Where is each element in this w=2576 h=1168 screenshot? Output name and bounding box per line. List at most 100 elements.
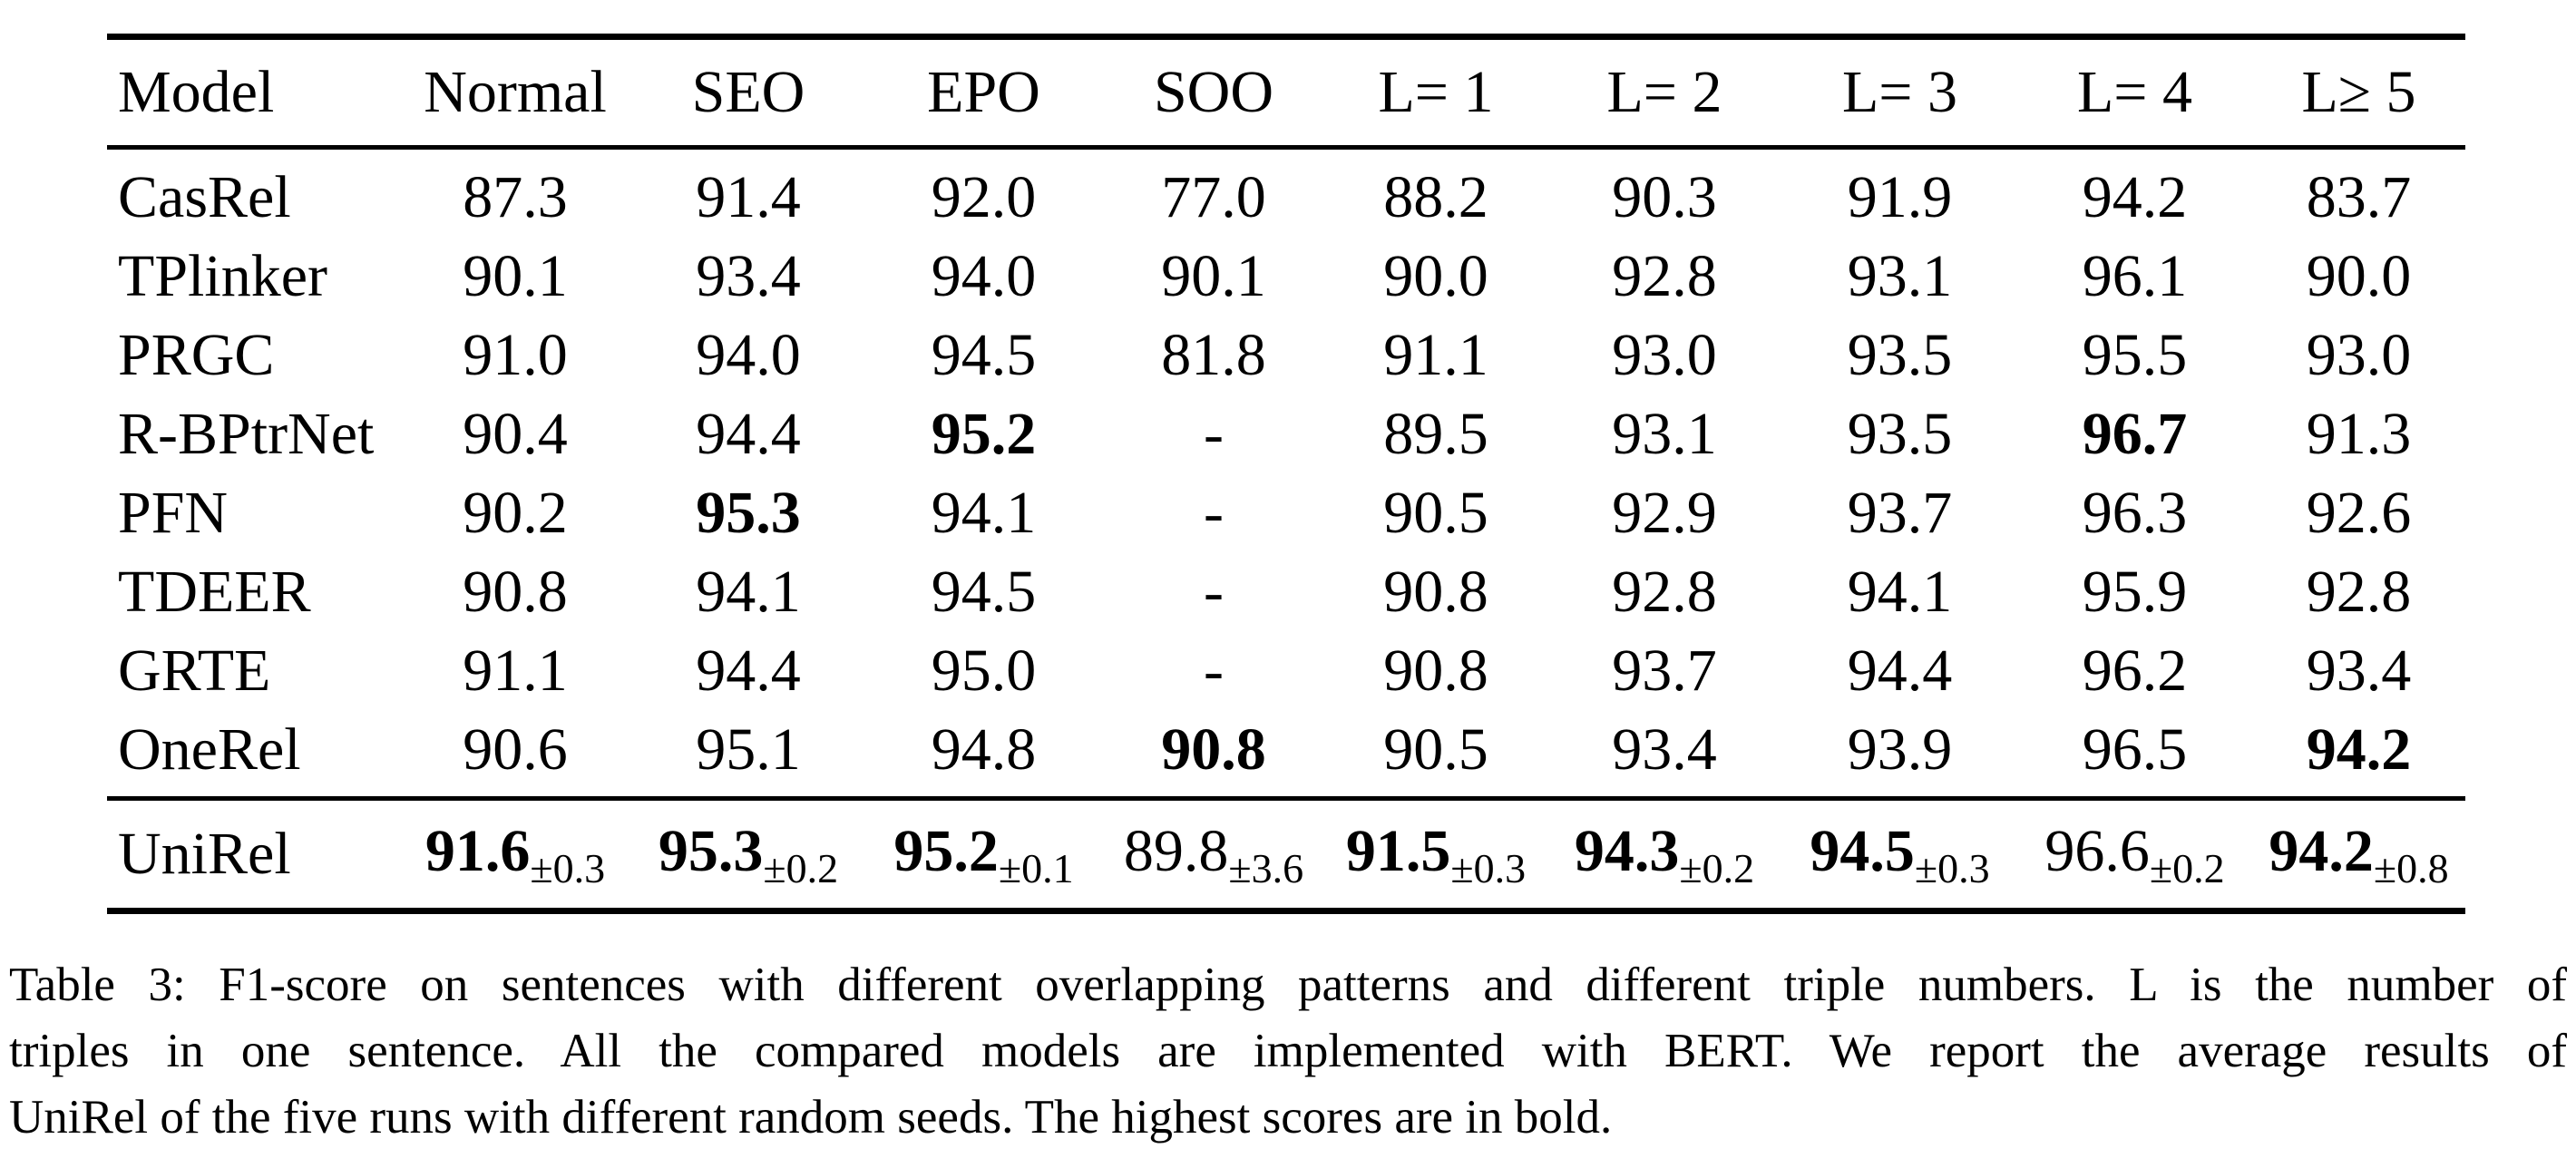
header-row: Model Normal SEO EPO SOO L= 1 L= 2 L= 3 … — [107, 34, 2465, 150]
column-header-l5: L≥ 5 — [2252, 34, 2465, 150]
table-row: GRTE 91.1 94.4 95.0 - 90.8 93.7 94.4 96.2 93.4 — [107, 631, 2465, 710]
score-cell: 94.4 — [696, 400, 801, 467]
score-cell: 93.4 — [696, 242, 801, 309]
score-cell: 90.0 — [2306, 242, 2412, 309]
score-cell: 90.0 — [1383, 242, 1488, 309]
results-table: Model Normal SEO EPO SOO L= 1 L= 2 L= 3 … — [107, 34, 2465, 914]
score-cell: 89.8±3.6 — [1102, 796, 1325, 914]
score-cell: 95.0 — [931, 637, 1037, 704]
score-cell: 94.8 — [931, 715, 1037, 783]
score-stddev: ±0.2 — [763, 844, 839, 891]
score-stddev: ±0.1 — [998, 844, 1074, 891]
score-cell: 95.2 — [931, 400, 1037, 467]
model-name: TPlinker — [118, 242, 327, 309]
table-row: CasRel 87.3 91.4 92.0 77.0 88.2 90.3 91.9 94.2 83… — [107, 148, 2465, 238]
column-header-l4: L= 4 — [2017, 34, 2252, 150]
score-stddev: ±0.2 — [2149, 844, 2225, 891]
score-cell: 94.2±0.8 — [2252, 796, 2465, 914]
score-cell: 83.7 — [2306, 163, 2412, 230]
score-cell: 94.5 — [931, 558, 1037, 625]
score-cell: 91.6±0.3 — [399, 796, 631, 914]
score-cell: 95.1 — [696, 715, 801, 783]
score-stddev: ±0.8 — [2373, 844, 2449, 891]
score-cell: 93.0 — [1612, 321, 1717, 388]
score-cell: 93.5 — [1847, 400, 1953, 467]
score-value: 95.3 — [658, 817, 764, 884]
score-cell: 94.1 — [696, 558, 801, 625]
table-row: TPlinker 90.1 93.4 94.0 90.1 90.0 92.8 93.1 96.1… — [107, 237, 2465, 316]
score-stddev: ±0.2 — [1679, 844, 1755, 891]
score-cell: 96.6±0.2 — [2017, 796, 2252, 914]
score-cell: 90.5 — [1383, 479, 1488, 546]
score-cell: 95.9 — [2082, 558, 2188, 625]
score-cell: 94.2 — [2082, 163, 2188, 230]
score-cell: 96.2 — [2082, 637, 2188, 704]
score-value: 94.2 — [2269, 817, 2374, 884]
score-cell: 90.6 — [463, 715, 568, 783]
score-cell: 88.2 — [1383, 163, 1488, 230]
table-row: OneRel 90.6 95.1 94.8 90.8 90.5 93.4 93.9 96.5 94… — [107, 710, 2465, 799]
column-header-soo: SOO — [1102, 34, 1325, 150]
score-cell: 91.1 — [1383, 321, 1488, 388]
score-cell: 93.7 — [1847, 479, 1953, 546]
score-cell: 77.0 — [1161, 163, 1266, 230]
score-cell: 94.5 — [931, 321, 1037, 388]
score-cell: 96.1 — [2082, 242, 2188, 309]
unirel-row: UniRel 91.6±0.3 95.3±0.2 95.2±0.1 89.8±3.6 91… — [107, 796, 2465, 914]
score-cell: 93.1 — [1847, 242, 1953, 309]
score-stddev: ±0.3 — [1450, 844, 1527, 891]
score-cell: 91.3 — [2306, 400, 2412, 467]
score-cell: 94.1 — [931, 479, 1037, 546]
score-cell: 95.3±0.2 — [631, 796, 865, 914]
score-cell: 92.0 — [931, 163, 1037, 230]
score-cell: 93.1 — [1612, 400, 1717, 467]
score-cell: 93.9 — [1847, 715, 1953, 783]
score-cell: - — [1204, 479, 1224, 546]
model-name: UniRel — [107, 796, 399, 914]
model-name: PFN — [118, 479, 229, 546]
score-cell: 93.0 — [2306, 321, 2412, 388]
score-value: 91.6 — [424, 817, 531, 884]
score-cell: 94.4 — [1847, 637, 1953, 704]
score-cell: 90.1 — [1161, 242, 1266, 309]
score-cell: 90.8 — [1161, 715, 1266, 783]
table-row: PRGC 91.0 94.0 94.5 81.8 91.1 93.0 93.5 95.5 93.0 — [107, 316, 2465, 394]
score-cell: 90.4 — [463, 400, 568, 467]
score-stddev: ±3.6 — [1228, 844, 1304, 891]
score-value: 89.8 — [1123, 817, 1229, 884]
score-cell: 96.5 — [2082, 715, 2188, 783]
column-header-model: Model — [107, 34, 399, 150]
score-cell: 94.5±0.3 — [1782, 796, 2017, 914]
score-cell: 90.5 — [1383, 715, 1488, 783]
score-cell: 94.1 — [1847, 558, 1953, 625]
score-value: 91.5 — [1345, 817, 1451, 884]
model-name: PRGC — [118, 321, 275, 388]
score-cell: 95.5 — [2082, 321, 2188, 388]
score-cell: 96.7 — [2082, 400, 2188, 467]
score-value: 94.3 — [1574, 817, 1680, 884]
score-cell: 95.3 — [696, 479, 801, 546]
score-value: 95.2 — [893, 817, 999, 884]
model-name: GRTE — [118, 637, 271, 704]
score-cell: 92.9 — [1612, 479, 1717, 546]
score-cell: 92.6 — [2306, 479, 2412, 546]
score-cell: 90.1 — [463, 242, 568, 309]
score-cell: 91.1 — [463, 637, 568, 704]
score-cell: - — [1204, 637, 1224, 704]
table-row: TDEER 90.8 94.1 94.5 - 90.8 92.8 94.1 95.9 92.8 — [107, 552, 2465, 631]
score-cell: 92.8 — [1612, 242, 1717, 309]
score-cell: 96.3 — [2082, 479, 2188, 546]
table-caption: Table 3: F1-score on sentences with diff… — [9, 952, 2567, 1151]
column-header-normal: Normal — [399, 34, 631, 150]
score-cell: 93.4 — [2306, 637, 2412, 704]
score-stddev: ±0.3 — [1914, 844, 1990, 891]
score-cell: 81.8 — [1161, 321, 1266, 388]
column-header-l1: L= 1 — [1325, 34, 1547, 150]
score-cell: 93.7 — [1612, 637, 1717, 704]
score-cell: 91.5±0.3 — [1325, 796, 1547, 914]
score-cell: 90.8 — [1383, 637, 1488, 704]
score-cell: - — [1204, 400, 1224, 467]
score-cell: 94.0 — [931, 242, 1037, 309]
score-cell: 89.5 — [1383, 400, 1488, 467]
